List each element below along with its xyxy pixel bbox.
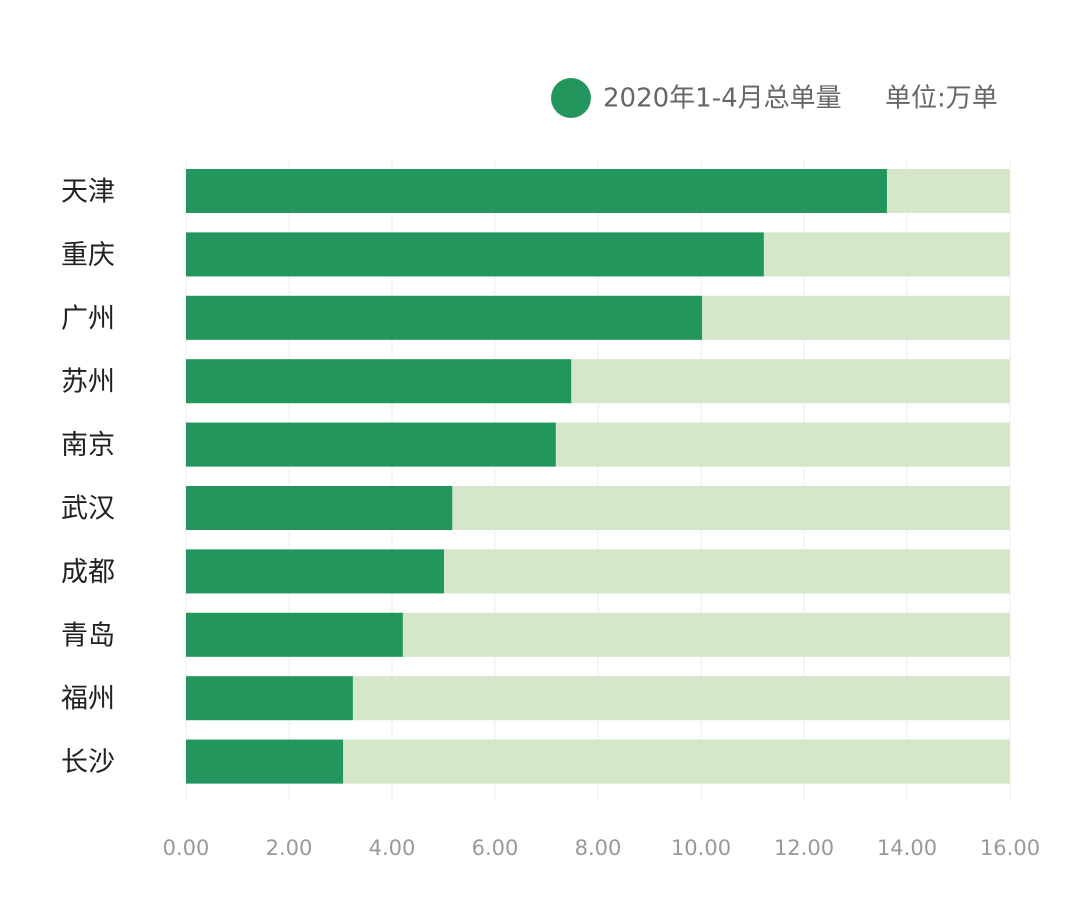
- x-tick-label: 16.00: [980, 836, 1040, 860]
- x-tick-label: 10.00: [671, 836, 731, 860]
- x-tick-label: 14.00: [877, 836, 937, 860]
- y-tick-label: 青岛: [61, 620, 115, 651]
- legend-label: 2020年1-4月总单量: [603, 84, 842, 114]
- x-tick-label: 12.00: [774, 836, 834, 860]
- x-tick-label: 0.00: [163, 836, 210, 860]
- bar: [186, 169, 887, 213]
- y-tick-label: 福州: [61, 684, 115, 715]
- bar: [186, 612, 403, 657]
- bar: [186, 359, 572, 404]
- x-tick-label: 6.00: [472, 836, 519, 860]
- x-tick-label: 2.00: [266, 836, 313, 860]
- bar: [186, 232, 764, 277]
- bar: [186, 739, 344, 784]
- bar: [186, 486, 453, 530]
- y-tick-label: 成都: [61, 557, 115, 588]
- legend-swatch: [551, 78, 591, 118]
- bar: [186, 422, 556, 467]
- y-tick-label: 重庆: [61, 240, 115, 271]
- bar: [186, 549, 445, 594]
- y-tick-label: 苏州: [61, 367, 115, 398]
- y-tick-label: 武汉: [61, 494, 115, 525]
- bar: [186, 676, 353, 721]
- x-tick-label: 8.00: [575, 836, 622, 860]
- y-tick-label: 天津: [61, 177, 115, 208]
- y-tick-label: 南京: [61, 430, 115, 461]
- x-tick-label: 4.00: [369, 836, 416, 860]
- unit-note: 单位:万单: [885, 84, 998, 114]
- bar: [186, 295, 703, 340]
- y-tick-label: 广州: [61, 303, 115, 334]
- y-tick-label: 长沙: [61, 747, 115, 778]
